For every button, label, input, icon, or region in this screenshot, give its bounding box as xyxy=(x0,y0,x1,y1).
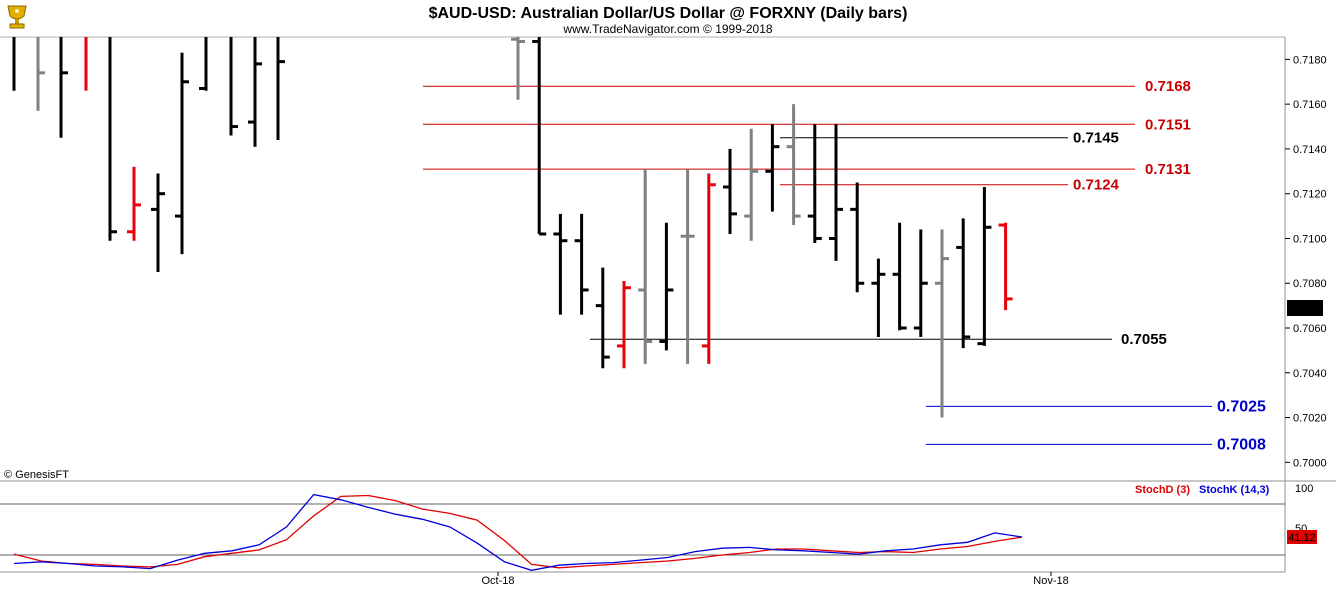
stoch-d-line xyxy=(13,494,1023,569)
level-label: 0.7008 xyxy=(1217,436,1266,453)
stoch-d-legend: StochD (3) xyxy=(1135,484,1190,496)
ohlc-bar xyxy=(765,124,780,212)
price-axis-tick-label: 0.7140 xyxy=(1293,144,1327,156)
ohlc-bar xyxy=(638,169,653,364)
level-label: 0.7055 xyxy=(1121,331,1167,348)
ohlc-bar xyxy=(977,186,992,346)
ohlc-bar xyxy=(935,229,949,418)
ohlc-bar xyxy=(127,166,141,241)
level-label: 0.7168 xyxy=(1145,78,1191,95)
ohlc-bar xyxy=(532,37,547,236)
support-resistance-levels: 0.7168 0.7151 0.7145 0.7131 0.7124 0.7055 0.70… xyxy=(423,78,1266,453)
ohlc-bar xyxy=(829,124,843,261)
price-axis-tick-label: 0.7040 xyxy=(1293,368,1327,380)
stoch-last-badge xyxy=(1287,530,1317,544)
level-label: 0.7151 xyxy=(1145,116,1191,133)
ohlc-bar xyxy=(913,229,928,337)
stochastic-panel xyxy=(0,493,1285,571)
price-axis-tick-label: 0.7000 xyxy=(1293,457,1327,469)
golden-trophy-icon xyxy=(7,5,27,29)
stoch-axis-100: 100 xyxy=(1295,483,1313,495)
level-label: 0.7124 xyxy=(1073,177,1120,194)
ohlc-bar xyxy=(229,37,238,136)
ohlc-bar xyxy=(248,37,262,147)
ohlc-bar xyxy=(175,52,189,255)
last-price-label: 0.7073 xyxy=(1288,303,1322,315)
ohlc-bar xyxy=(850,182,865,293)
price-axis-tick-label: 0.7100 xyxy=(1293,233,1327,245)
time-axis-label: Oct-18 xyxy=(481,575,514,587)
ohlc-bar xyxy=(151,173,165,273)
level-label: 0.7145 xyxy=(1073,130,1119,147)
ohlc-bar xyxy=(659,222,674,351)
ohlc-bar xyxy=(807,124,822,243)
ohlc-bar xyxy=(36,37,45,111)
copyright-label: © GenesisFT xyxy=(4,469,69,481)
ohlc-bar xyxy=(574,213,589,315)
price-axis-tick-label: 0.7160 xyxy=(1293,99,1327,111)
ohlc-bar xyxy=(701,173,716,364)
price-axis: 0.7180 0.7160 0.7140 0.7120 0.7100 0.7080 0.70… xyxy=(1285,54,1327,469)
chart-subtitle: www.TradeNavigator.com © 1999-2018 xyxy=(562,22,772,36)
ohlc-bar xyxy=(553,213,568,315)
ohlc-bar xyxy=(892,222,907,331)
price-axis-tick-label: 0.7020 xyxy=(1293,413,1327,425)
time-axis: Oct-18 Nov-18 xyxy=(481,572,1069,587)
price-axis-tick-label: 0.7180 xyxy=(1293,54,1327,66)
ohlc-bars xyxy=(12,37,1013,418)
ohlc-bar xyxy=(108,37,117,241)
ohlc-bar xyxy=(680,169,695,364)
stoch-k-legend: StochK (14,3) xyxy=(1199,484,1270,496)
last-price-badge xyxy=(1287,300,1323,316)
time-axis-label: Nov-18 xyxy=(1033,575,1068,587)
ohlc-bar xyxy=(871,258,886,337)
price-axis-tick-label: 0.7120 xyxy=(1293,189,1327,201)
logo xyxy=(7,5,27,29)
ohlc-bar xyxy=(276,37,285,140)
stoch-k-line xyxy=(13,493,1023,571)
ohlc-bar xyxy=(617,281,631,369)
ohlc-bar xyxy=(998,222,1013,311)
chart-title: $AUD-USD: Australian Dollar/US Dollar @ … xyxy=(429,5,908,22)
price-axis-tick-label: 0.7080 xyxy=(1293,278,1327,290)
ohlc-bar xyxy=(511,37,525,100)
ohlc-bar xyxy=(956,218,971,349)
price-axis-tick-label: 0.7060 xyxy=(1293,323,1327,335)
stoch-last-value: 41.12 xyxy=(1288,532,1316,544)
level-label: 0.7131 xyxy=(1145,161,1191,178)
ohlc-bar xyxy=(723,148,737,234)
price-panel-background xyxy=(0,0,1285,480)
ohlc-bar xyxy=(786,104,801,226)
ohlc-bar xyxy=(199,37,208,91)
ohlc-bar xyxy=(59,37,68,138)
ohlc-bar xyxy=(595,267,610,369)
ohlc-bar xyxy=(744,128,759,241)
level-label: 0.7025 xyxy=(1217,398,1266,415)
